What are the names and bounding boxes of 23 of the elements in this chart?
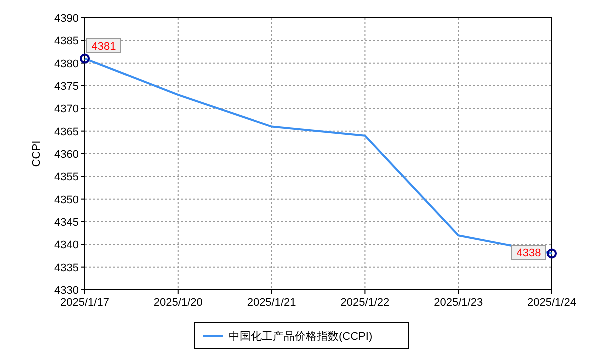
x-tick-label: 2025/1/22 (340, 297, 390, 309)
y-axis-title: CCPI (31, 140, 43, 168)
legend-label: 中国化工产品价格指数(CCPI) (229, 330, 373, 343)
y-tick-label: 4360 (54, 149, 79, 161)
x-tick-label: 2025/1/17 (60, 297, 110, 309)
y-tick-label: 4330 (54, 285, 79, 297)
x-tick-label: 2025/1/21 (247, 297, 296, 309)
x-tick-label: 2025/1/20 (154, 297, 203, 309)
y-tick-label: 4390 (54, 13, 79, 25)
y-tick-label: 4355 (54, 172, 79, 184)
y-tick-label: 4380 (54, 58, 79, 70)
x-tick-label: 2025/1/24 (528, 297, 576, 309)
y-tick-label: 4345 (54, 217, 79, 229)
y-tick-label: 4335 (54, 262, 79, 274)
data-label: 4381 (92, 40, 116, 53)
y-tick-label: 4350 (54, 194, 79, 206)
y-tick-label: 4375 (54, 81, 79, 93)
data-label: 4338 (516, 248, 542, 260)
x-tick-label: 2025/1/23 (434, 297, 484, 309)
y-tick-label: 4385 (54, 36, 79, 48)
y-tick-label: 4365 (54, 126, 79, 138)
y-tick-label: 4370 (54, 104, 79, 116)
y-tick-label: 4340 (54, 240, 79, 252)
